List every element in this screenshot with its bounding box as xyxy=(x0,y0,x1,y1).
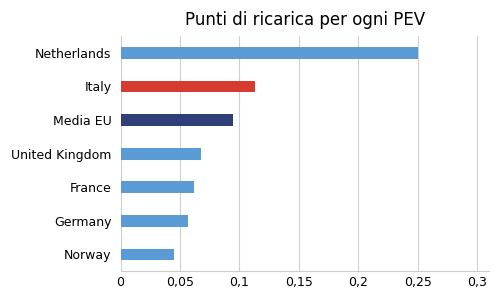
Bar xyxy=(120,249,174,260)
Bar xyxy=(120,80,255,92)
Title: Punti di ricarica per ogni PEV: Punti di ricarica per ogni PEV xyxy=(184,11,425,29)
Bar xyxy=(120,215,188,227)
Bar xyxy=(120,148,202,160)
Bar xyxy=(120,47,418,59)
Bar xyxy=(120,182,194,193)
Bar xyxy=(120,114,234,126)
